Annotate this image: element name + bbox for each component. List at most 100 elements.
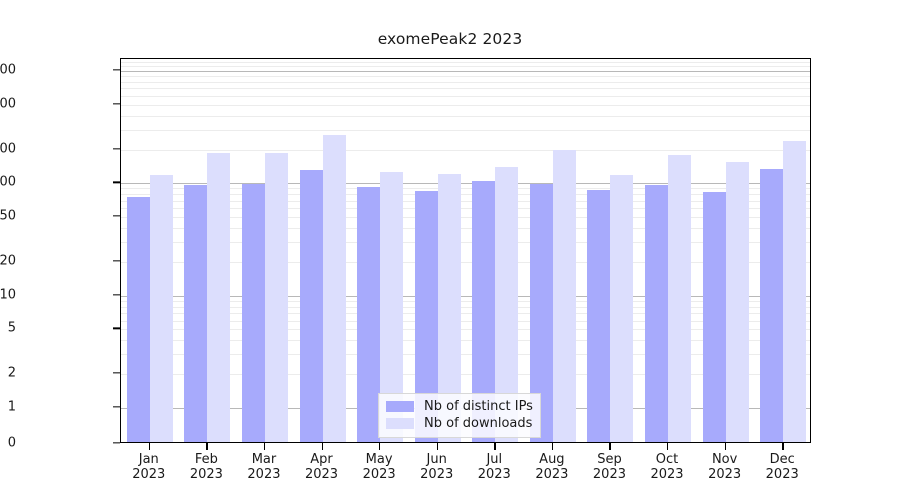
bar-group bbox=[760, 59, 807, 442]
x-tick-month: Jan bbox=[138, 452, 159, 467]
x-tick-month: Oct bbox=[655, 452, 679, 467]
x-tick-month: Mar bbox=[251, 452, 277, 467]
y-axis-tick-label: 0 bbox=[7, 435, 16, 451]
x-axis-tick-label: Nov 2023 bbox=[708, 452, 741, 482]
x-axis-tick-label: Jun 2023 bbox=[420, 452, 453, 482]
y-axis-tick-mark bbox=[113, 327, 120, 330]
y-axis-tick-mark bbox=[113, 406, 120, 408]
y-axis-tick-mark bbox=[113, 215, 120, 217]
gridline-minor bbox=[121, 340, 810, 342]
gridline-minor bbox=[121, 104, 810, 106]
bar-downloads bbox=[264, 152, 288, 442]
gridline-minor bbox=[121, 242, 810, 244]
gridline-major bbox=[121, 183, 810, 185]
x-tick-year: 2023 bbox=[189, 467, 223, 482]
x-axis-tick-mark bbox=[206, 443, 208, 450]
y-axis-tick-mark bbox=[113, 69, 120, 71]
gridline-minor bbox=[121, 194, 810, 196]
bar-downloads bbox=[668, 154, 692, 442]
gridline-minor bbox=[121, 115, 810, 117]
bar-downloads bbox=[725, 162, 749, 442]
x-tick-month: Feb bbox=[194, 452, 218, 467]
gridline-minor bbox=[121, 95, 810, 97]
x-tick-year: 2023 bbox=[535, 467, 569, 482]
x-tick-year: 2023 bbox=[362, 467, 396, 482]
gridline-minor bbox=[121, 188, 810, 190]
legend-label: Nb of distinct IPs bbox=[424, 399, 533, 414]
bar-downloads bbox=[552, 150, 576, 442]
x-axis-tick-mark bbox=[609, 443, 611, 450]
gridline-minor bbox=[121, 374, 810, 376]
x-axis-tick-label: May 2023 bbox=[363, 452, 396, 482]
gridline-minor bbox=[121, 306, 810, 308]
x-axis-tick-label: Dec 2023 bbox=[766, 452, 799, 482]
bars-layer bbox=[121, 59, 810, 442]
gridline-minor bbox=[121, 66, 810, 68]
x-axis-tick-label: Oct 2023 bbox=[650, 452, 683, 482]
bar-downloads bbox=[149, 175, 173, 442]
x-tick-month: May bbox=[365, 452, 393, 467]
plot-area bbox=[120, 58, 811, 443]
x-axis-tick-mark bbox=[148, 443, 151, 450]
gridline-minor bbox=[121, 217, 810, 219]
bar-downloads bbox=[380, 172, 404, 442]
bar-distinct-ips bbox=[414, 191, 438, 442]
bar-group bbox=[241, 59, 288, 442]
x-axis-tick-label: Jul 2023 bbox=[478, 452, 511, 482]
bar-distinct-ips bbox=[587, 189, 611, 442]
bar-distinct-ips bbox=[702, 192, 726, 442]
gridline-minor bbox=[121, 129, 810, 131]
gridline-minor bbox=[121, 228, 810, 230]
y-axis-tick-label: 5 bbox=[7, 320, 16, 336]
y-axis-tick-mark bbox=[113, 147, 120, 150]
gridline-minor bbox=[121, 313, 810, 315]
y-axis-tick-label: 1000 bbox=[0, 62, 16, 78]
x-tick-year: 2023 bbox=[247, 467, 281, 482]
gridline-minor bbox=[121, 76, 810, 78]
x-tick-month: Apr bbox=[310, 452, 333, 467]
x-axis-tick-mark bbox=[551, 443, 554, 450]
x-tick-month: Jun bbox=[426, 452, 447, 467]
x-axis-tick-mark bbox=[667, 443, 669, 450]
bar-group bbox=[299, 59, 346, 442]
bar-distinct-ips bbox=[126, 197, 150, 442]
bar-downloads bbox=[437, 173, 461, 442]
x-axis-tick-mark bbox=[724, 443, 726, 450]
y-axis-tick-label: 20 bbox=[0, 253, 16, 269]
y-axis-tick-label: 1 bbox=[7, 399, 16, 415]
x-tick-month: Dec bbox=[769, 452, 795, 467]
y-axis-tick-mark bbox=[113, 372, 120, 374]
bar-group bbox=[414, 59, 461, 442]
bar-distinct-ips bbox=[184, 185, 208, 442]
x-axis-tick-mark bbox=[263, 443, 266, 450]
y-axis-tick-label: 500 bbox=[0, 96, 16, 112]
bar-downloads bbox=[610, 175, 634, 442]
bar-distinct-ips bbox=[299, 170, 323, 442]
gridline-major bbox=[121, 71, 810, 72]
gridline-minor bbox=[121, 320, 810, 322]
x-tick-year: 2023 bbox=[304, 467, 339, 482]
legend-swatch bbox=[386, 418, 414, 429]
x-tick-year: 2023 bbox=[592, 467, 626, 482]
x-tick-year: 2023 bbox=[765, 467, 799, 482]
gridline-minor bbox=[121, 62, 810, 64]
gridline-minor bbox=[121, 81, 810, 83]
bar-group bbox=[529, 59, 576, 442]
bar-group bbox=[357, 59, 404, 442]
x-axis-tick-mark bbox=[379, 443, 381, 450]
gridline-minor bbox=[121, 149, 810, 151]
x-axis-tick-mark bbox=[494, 443, 496, 450]
y-axis-tick-mark bbox=[113, 294, 120, 296]
gridline-minor bbox=[121, 261, 810, 263]
x-tick-month: Nov bbox=[711, 452, 738, 467]
y-axis-tick-label: 10 bbox=[0, 287, 16, 303]
y-axis-tick-mark bbox=[113, 260, 120, 262]
bar-group bbox=[126, 59, 173, 442]
gridline-minor bbox=[121, 200, 810, 202]
bar-distinct-ips bbox=[241, 183, 265, 442]
bar-distinct-ips bbox=[357, 187, 381, 442]
x-axis-tick-mark bbox=[436, 443, 438, 450]
legend-label: Nb of downloads bbox=[424, 416, 533, 431]
